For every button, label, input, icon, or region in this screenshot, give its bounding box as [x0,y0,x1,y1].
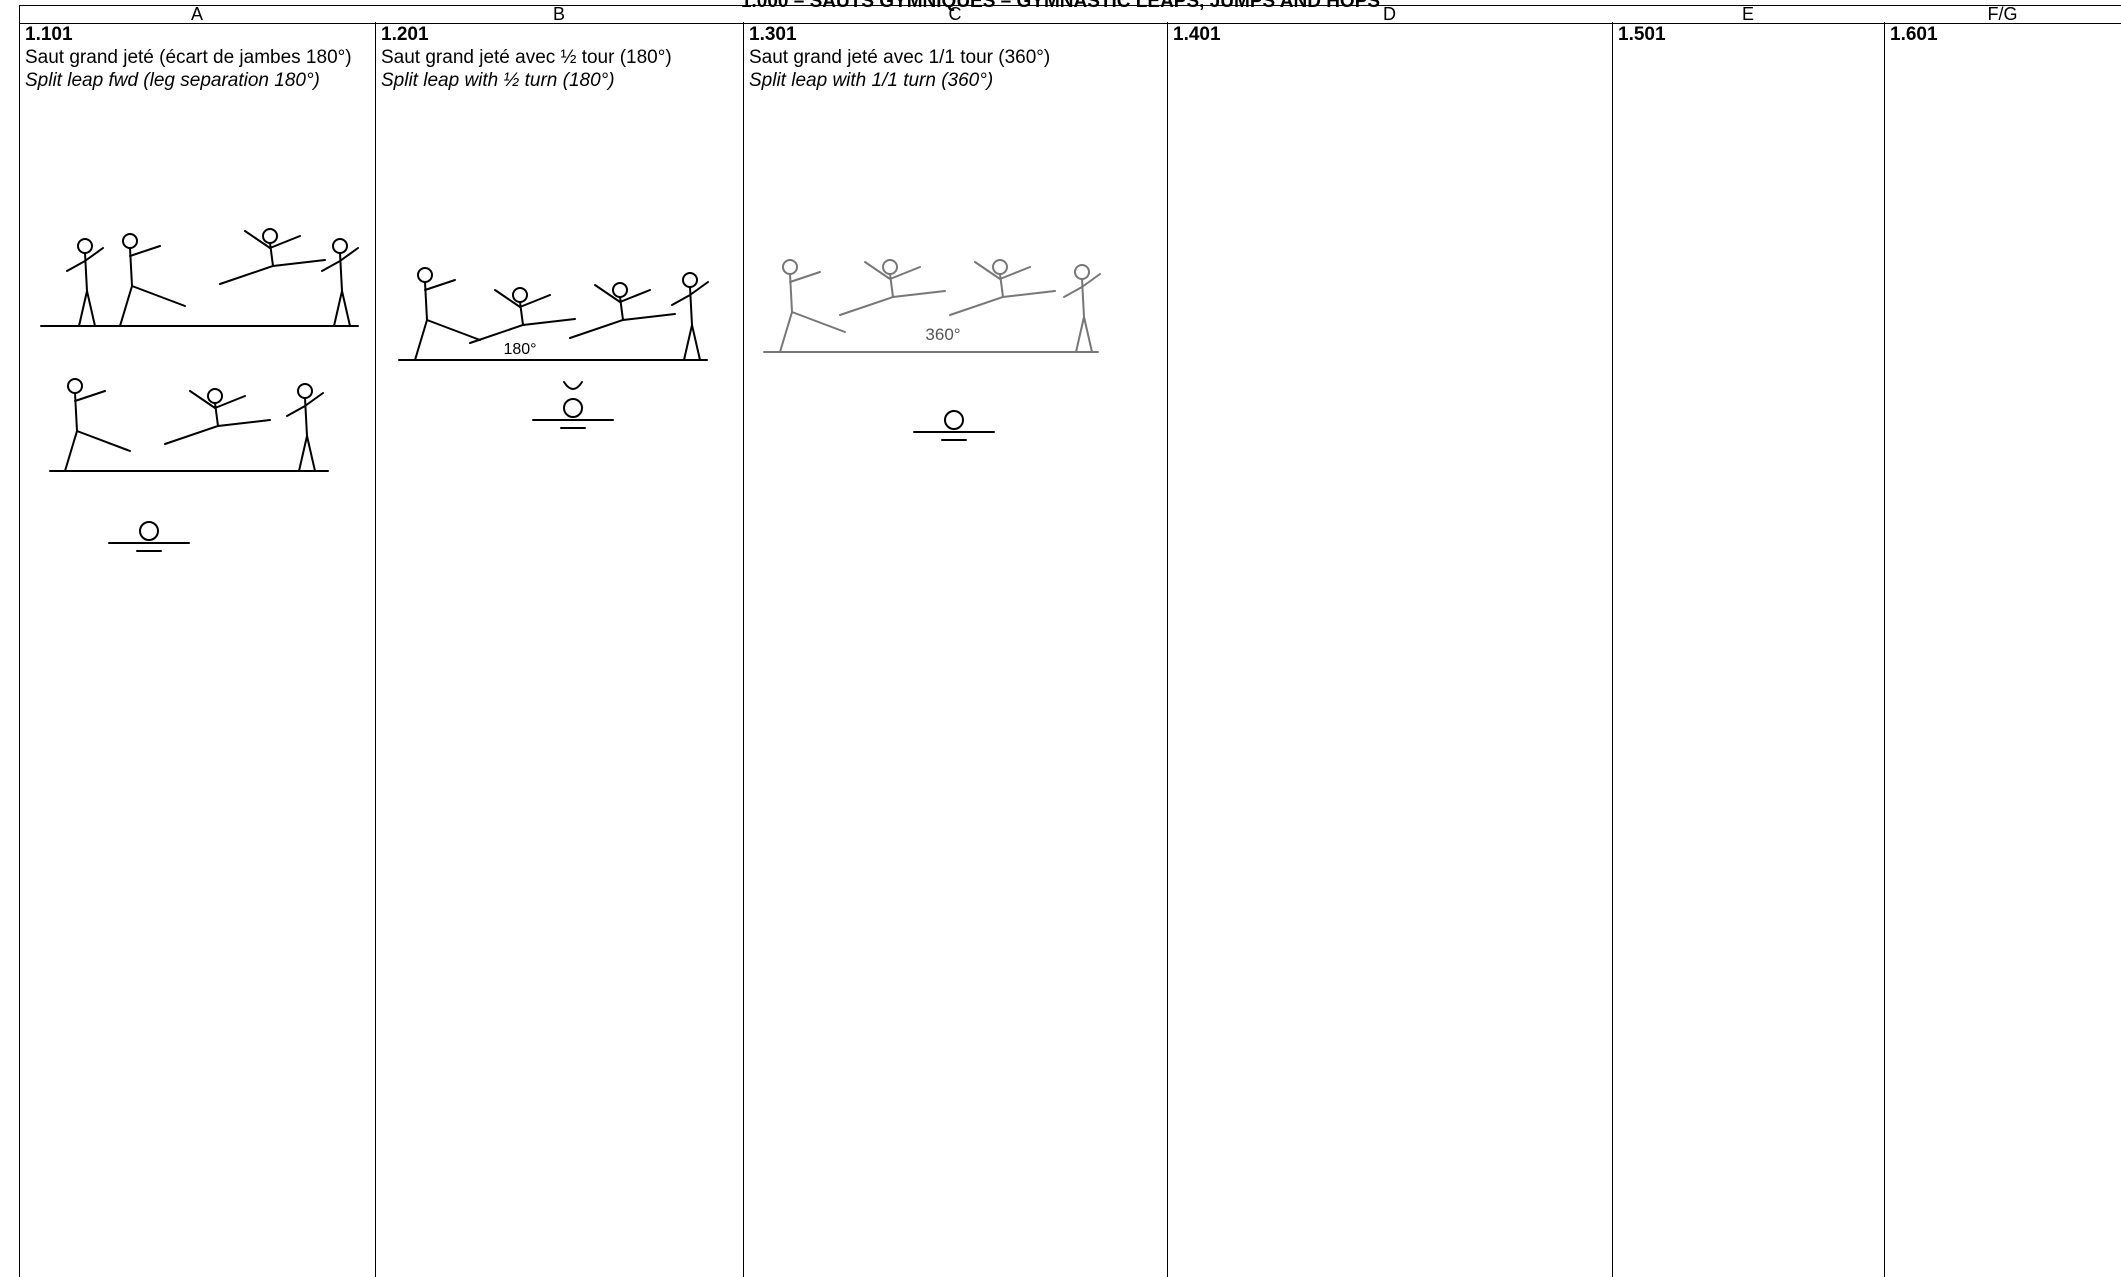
element-code: 1.301 [749,24,797,45]
column-header: E [1612,5,1884,24]
element-code: 1.201 [381,24,429,45]
element-code: 1.501 [1618,24,1666,45]
symbol-circle [139,521,159,541]
figure-head [332,238,348,254]
figure-body [1063,273,1101,353]
column-header: C [743,5,1167,24]
figure-head [1074,264,1090,280]
figure-head [417,267,433,283]
figure-body [779,271,846,353]
figure-body [321,247,359,327]
figure-body [671,281,709,361]
element-name-en: Split leap with 1/1 turn (360°) [749,70,994,91]
figure-body [66,247,104,327]
figure-head [682,272,698,288]
page-title: 1.000 – SAUTS GYMNIQUES – GYMNASTIC LEAP… [740,0,1381,12]
element-code: 1.601 [1890,24,1938,45]
figure-head [882,259,898,275]
column-header: D [1167,5,1612,24]
symbol-circle [944,410,964,430]
figure-head [992,259,1008,275]
figure-body [414,279,481,361]
column-cell: 1.501 [1612,22,1884,1277]
figure-head [297,383,313,399]
figure-head [612,282,628,298]
figure-body [164,390,271,445]
element-name-en: Split leap with ½ turn (180°) [381,70,615,91]
element-code: 1.401 [1173,24,1221,45]
figure-head [782,259,798,275]
column-header: B [375,5,743,24]
figure-body [569,284,676,339]
element-name-fr: Saut grand jeté avec ½ tour (180°) [381,47,672,68]
figure-body [219,230,326,285]
figure-body [469,289,576,344]
figure-head [122,233,138,249]
element-name-fr: Saut grand jeté avec 1/1 tour (360°) [749,47,1051,68]
table-border [19,5,20,1277]
figure-head [207,388,223,404]
symbol-circle [563,398,583,418]
symbol-turn [563,381,583,390]
element-name-en: Split leap fwd (leg separation 180°) [25,70,320,91]
figure-body [949,261,1056,316]
figure-head [77,238,93,254]
figure-label: 360° [925,325,960,344]
element-name-fr: Saut grand jeté (écart de jambes 180°) [25,47,352,68]
column-header: A [19,5,375,24]
column-cell: 1.601 [1884,22,2121,1277]
figure-head [67,378,83,394]
figure-body [286,392,324,472]
figure-head [512,287,528,303]
figure-body [119,245,186,327]
column-cell: 1.401 [1167,22,1612,1277]
figure-body [839,261,946,316]
column-header: F/G [1884,5,2121,24]
column-cell: 1.201 Saut grand jeté avec ½ tour (180°) S… [375,22,743,1277]
element-code: 1.101 [25,24,73,45]
figure-body [64,390,131,472]
figure-label: 180° [503,341,536,358]
column-cell: 1.301 Saut grand jeté avec 1/1 tour (360°… [743,22,1167,1277]
figure-head [262,228,278,244]
